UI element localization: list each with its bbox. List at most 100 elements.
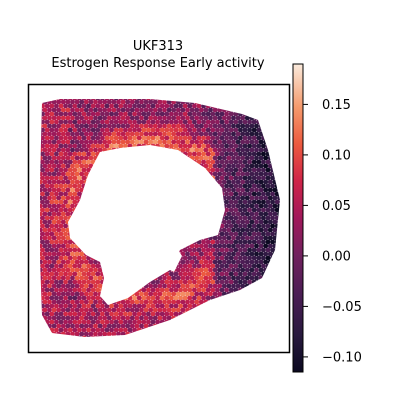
spot	[169, 119, 174, 125]
spot	[95, 135, 101, 141]
spot	[81, 127, 87, 133]
spot	[251, 239, 257, 245]
spot	[70, 299, 75, 305]
spot	[44, 159, 50, 165]
spot	[79, 163, 85, 169]
spot	[261, 167, 266, 173]
spot	[215, 239, 220, 245]
spot	[256, 271, 262, 277]
spot	[83, 115, 89, 121]
spot	[67, 127, 73, 133]
spot	[263, 195, 269, 201]
spot	[235, 235, 241, 241]
spot	[169, 295, 174, 301]
spot	[238, 119, 243, 125]
spot	[228, 119, 234, 125]
colorbar-tick-label: 0.10	[322, 148, 351, 163]
spot	[129, 131, 135, 137]
spot	[242, 271, 248, 277]
spot	[228, 263, 234, 269]
spot	[65, 131, 71, 137]
spot	[152, 123, 158, 129]
spot	[146, 111, 151, 117]
spot	[189, 291, 195, 297]
spot	[72, 303, 78, 309]
spot	[247, 271, 253, 277]
spot	[251, 207, 257, 213]
spot	[192, 263, 197, 269]
spot	[231, 235, 236, 241]
spot	[111, 99, 117, 105]
spot	[40, 235, 43, 241]
spot	[189, 299, 195, 305]
spot	[175, 115, 181, 121]
spot	[198, 251, 204, 257]
spot	[198, 243, 204, 249]
spot	[93, 299, 98, 305]
spot	[44, 119, 50, 125]
spot	[150, 287, 156, 293]
spot	[65, 163, 71, 169]
spot	[79, 267, 85, 273]
spot	[224, 287, 230, 293]
spot	[178, 135, 184, 141]
spot	[56, 211, 62, 217]
spot	[265, 247, 271, 253]
spot	[166, 123, 172, 129]
spot	[171, 283, 177, 289]
spot	[111, 139, 117, 145]
spot	[143, 315, 149, 321]
spot	[47, 107, 52, 113]
spot	[97, 331, 103, 337]
spot	[164, 311, 170, 317]
spot	[54, 191, 59, 197]
spot	[83, 331, 89, 337]
spot	[47, 267, 52, 273]
spot	[90, 111, 96, 117]
spot	[88, 99, 94, 105]
spot	[235, 179, 241, 185]
spot	[72, 263, 78, 269]
spot	[51, 299, 57, 305]
tissue-gap	[68, 145, 225, 305]
spot	[63, 159, 68, 165]
spot	[86, 127, 91, 133]
spot	[224, 279, 230, 285]
spot	[198, 155, 204, 161]
spot	[258, 155, 264, 161]
spot	[141, 135, 147, 141]
spot	[247, 231, 253, 237]
spot	[74, 115, 80, 121]
spot	[244, 275, 250, 281]
spot	[56, 275, 62, 281]
spot	[95, 319, 101, 325]
spot	[258, 171, 264, 177]
spot	[120, 99, 126, 105]
spot	[65, 243, 71, 249]
spot	[93, 147, 98, 153]
spot	[192, 295, 197, 301]
spot	[95, 295, 101, 301]
spot	[81, 287, 87, 293]
spot	[217, 291, 223, 297]
spot	[125, 323, 131, 329]
spot	[72, 319, 78, 325]
spot	[247, 239, 253, 245]
spot	[51, 171, 57, 177]
spot	[67, 239, 73, 245]
spot	[74, 139, 80, 145]
spot	[224, 247, 230, 253]
spot	[157, 307, 163, 313]
spot	[185, 283, 190, 289]
spot	[93, 115, 98, 121]
spot	[136, 295, 142, 301]
spot	[240, 259, 246, 265]
spot	[256, 151, 262, 157]
spot	[210, 247, 216, 253]
spot	[97, 299, 103, 305]
spot	[90, 135, 96, 141]
spot	[205, 119, 211, 125]
spot	[226, 139, 232, 145]
spot	[247, 143, 253, 149]
spot	[141, 127, 147, 133]
